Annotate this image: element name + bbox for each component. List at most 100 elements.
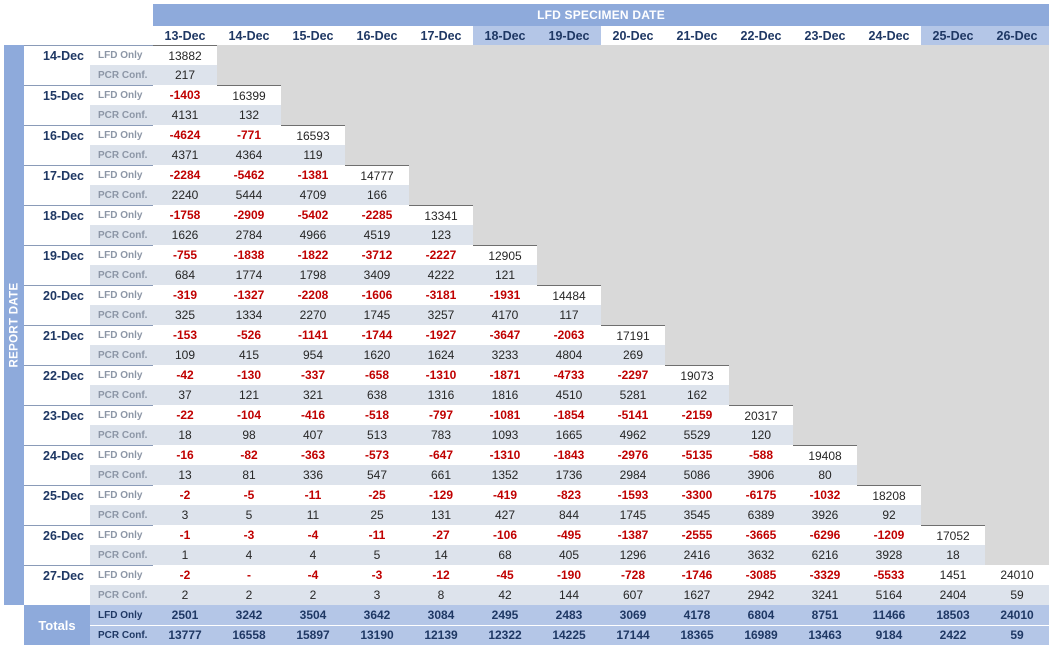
total-cell: 59	[985, 625, 1049, 645]
empty-cell	[729, 205, 793, 225]
empty-cell	[921, 325, 985, 345]
table-cell: 547	[345, 465, 409, 485]
total-cell: 17144	[601, 625, 665, 645]
total-cell: 2422	[921, 625, 985, 645]
row-type-pcr: PCR Conf.	[90, 185, 153, 205]
table-cell: -153	[153, 325, 217, 345]
table-cell: 18	[153, 425, 217, 445]
table-cell: 427	[473, 505, 537, 525]
column-header: 19-Dec	[537, 26, 601, 45]
table-cell: 844	[537, 505, 601, 525]
empty-cell	[537, 105, 601, 125]
table-cell: -1032	[793, 485, 857, 505]
table-cell: 1624	[409, 345, 473, 365]
table-cell: 131	[409, 505, 473, 525]
report-row-group: 26-Dec LFD Only PCR Conf. -1 -3 -4 -11 -27 -106-…	[24, 525, 1049, 565]
empty-cell	[537, 45, 601, 65]
table-cell: 98	[217, 425, 281, 445]
table-cell: 4804	[537, 345, 601, 365]
empty-cell	[921, 225, 985, 245]
table-cell: -1310	[473, 445, 537, 465]
empty-cell	[985, 445, 1049, 465]
empty-cell	[857, 125, 921, 145]
empty-cell	[537, 205, 601, 225]
total-cell: 18503	[921, 605, 985, 625]
report-date-label: REPORT DATE	[4, 45, 24, 605]
row-type-lfd: LFD Only	[90, 85, 153, 105]
empty-cell	[665, 325, 729, 345]
row-type-pcr: PCR Conf.	[90, 145, 153, 165]
table-cell: -3329	[793, 565, 857, 585]
lfd-values-row: -1758 -2909 -5402 -2285 13341	[153, 205, 1049, 225]
empty-cell	[985, 285, 1049, 305]
table-cell: 6216	[793, 545, 857, 565]
empty-cell	[921, 65, 985, 85]
table-cell: 18208	[857, 485, 921, 505]
empty-cell	[217, 65, 281, 85]
empty-cell	[601, 265, 665, 285]
empty-cell	[857, 225, 921, 245]
table-cell: 6389	[729, 505, 793, 525]
empty-cell	[473, 65, 537, 85]
table-cell: -2285	[345, 205, 409, 225]
table-cell: -1081	[473, 405, 537, 425]
table-cell: 1665	[537, 425, 601, 445]
table-cell: 14	[409, 545, 473, 565]
table-cell: -1310	[409, 365, 473, 385]
empty-cell	[985, 325, 1049, 345]
row-type-pcr: PCR Conf.	[90, 225, 153, 245]
empty-cell	[793, 205, 857, 225]
empty-cell	[921, 45, 985, 65]
empty-cell	[601, 305, 665, 325]
table-cell: 407	[281, 425, 345, 445]
row-type-lfd: LFD Only	[90, 325, 153, 345]
empty-cell	[985, 425, 1049, 445]
empty-cell	[857, 465, 921, 485]
table-cell: 5444	[217, 185, 281, 205]
report-row-group: 14-Dec LFD Only PCR Conf. 13882 217	[24, 45, 1049, 85]
empty-cell	[921, 425, 985, 445]
table-cell: -1387	[601, 525, 665, 545]
empty-cell	[729, 345, 793, 365]
total-cell: 3084	[409, 605, 473, 625]
table-cell: -27	[409, 525, 473, 545]
empty-cell	[793, 125, 857, 145]
table-cell: 1745	[601, 505, 665, 525]
empty-cell	[985, 65, 1049, 85]
empty-cell	[857, 245, 921, 265]
empty-cell	[345, 125, 409, 145]
total-cell: 3504	[281, 605, 345, 625]
lfd-values-row: -42 -130 -337 -658 -1310 -1871 -4733 -2297 19073	[153, 365, 1049, 385]
table-cell: 109	[153, 345, 217, 365]
empty-cell	[345, 45, 409, 65]
empty-cell	[665, 285, 729, 305]
table-cell: -5	[217, 485, 281, 505]
table-cell: -1744	[345, 325, 409, 345]
table-cell: -1927	[409, 325, 473, 345]
table-cell: 325	[153, 305, 217, 325]
total-cell: 3242	[217, 605, 281, 625]
pcr-values-row: 2240 5444 4709 166	[153, 185, 1049, 205]
row-type-lfd: LFD Only	[90, 565, 153, 585]
empty-cell	[281, 105, 345, 125]
table-cell: 123	[409, 225, 473, 245]
table-cell: -16	[153, 445, 217, 465]
empty-cell	[921, 365, 985, 385]
total-cell: 24010	[985, 605, 1049, 625]
empty-cell	[793, 165, 857, 185]
row-type-pcr: PCR Conf.	[90, 105, 153, 125]
pcr-values-row: 2 2 2 3 8 42 144 607 1627 2942 3241 5164 2404 59	[153, 585, 1049, 605]
empty-cell	[921, 465, 985, 485]
empty-cell	[665, 265, 729, 285]
empty-cell	[601, 245, 665, 265]
empty-cell	[473, 165, 537, 185]
total-cell: 3069	[601, 605, 665, 625]
report-date: 21-Dec	[24, 325, 90, 365]
empty-cell	[793, 245, 857, 265]
table-cell: 3545	[665, 505, 729, 525]
row-type-pcr: PCR Conf.	[90, 65, 153, 85]
empty-cell	[793, 405, 857, 425]
empty-cell	[857, 285, 921, 305]
table-cell: -3300	[665, 485, 729, 505]
empty-cell	[857, 65, 921, 85]
